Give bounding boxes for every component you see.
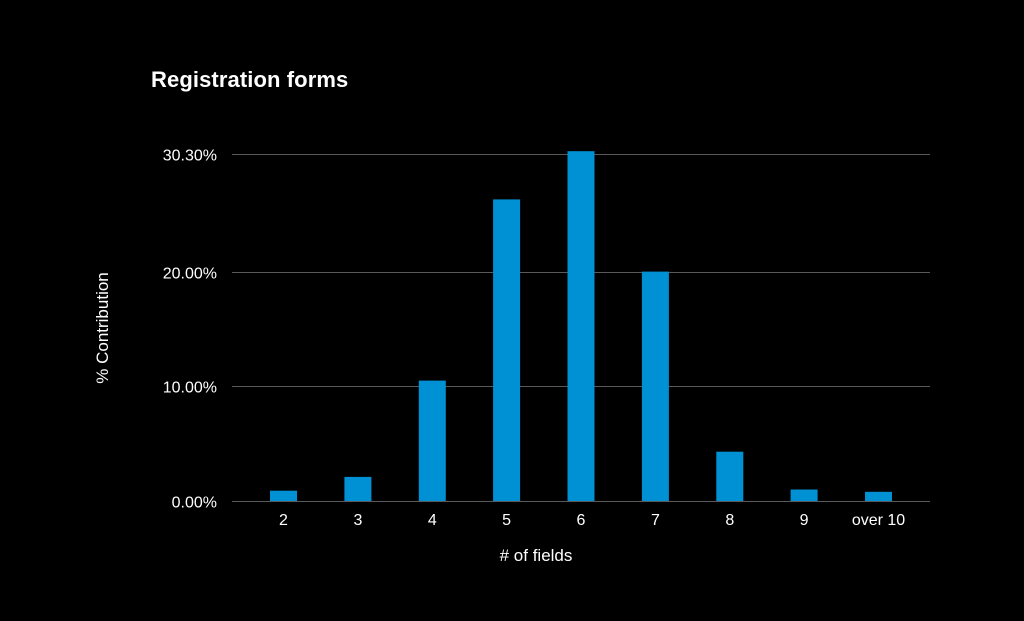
y-axis-ticks: 0.00% 10.00% 20.00% 30.30% <box>163 148 217 512</box>
bars <box>270 151 892 501</box>
x-tick-label: 9 <box>800 512 809 529</box>
x-tick-label: 5 <box>502 512 511 529</box>
x-tick-label: 4 <box>428 512 437 529</box>
x-axis-label: # of fields <box>500 546 573 565</box>
bar <box>344 476 372 501</box>
x-axis-ticks: 2 3 4 5 6 7 8 9 over 10 <box>279 512 905 529</box>
x-tick-label: 8 <box>725 512 734 529</box>
bar <box>641 271 669 501</box>
y-tick-label: 10.00% <box>163 380 217 397</box>
bar <box>865 491 892 501</box>
x-tick-label: 3 <box>353 512 362 529</box>
x-tick-label: 2 <box>279 512 288 529</box>
y-tick-label: 30.30% <box>163 148 217 165</box>
bar <box>567 151 595 501</box>
bar <box>418 380 446 501</box>
y-tick-label: 0.00% <box>172 495 217 512</box>
y-axis-label: % Contribution <box>93 272 112 384</box>
bar <box>493 199 521 501</box>
chart-title: Registration forms <box>151 67 349 92</box>
x-tick-label: over 10 <box>852 512 905 529</box>
bar <box>270 490 297 501</box>
x-tick-label: 6 <box>577 512 586 529</box>
x-tick-label: 7 <box>651 512 660 529</box>
bar <box>790 489 818 501</box>
bar <box>716 451 744 501</box>
y-tick-label: 20.00% <box>163 266 217 283</box>
